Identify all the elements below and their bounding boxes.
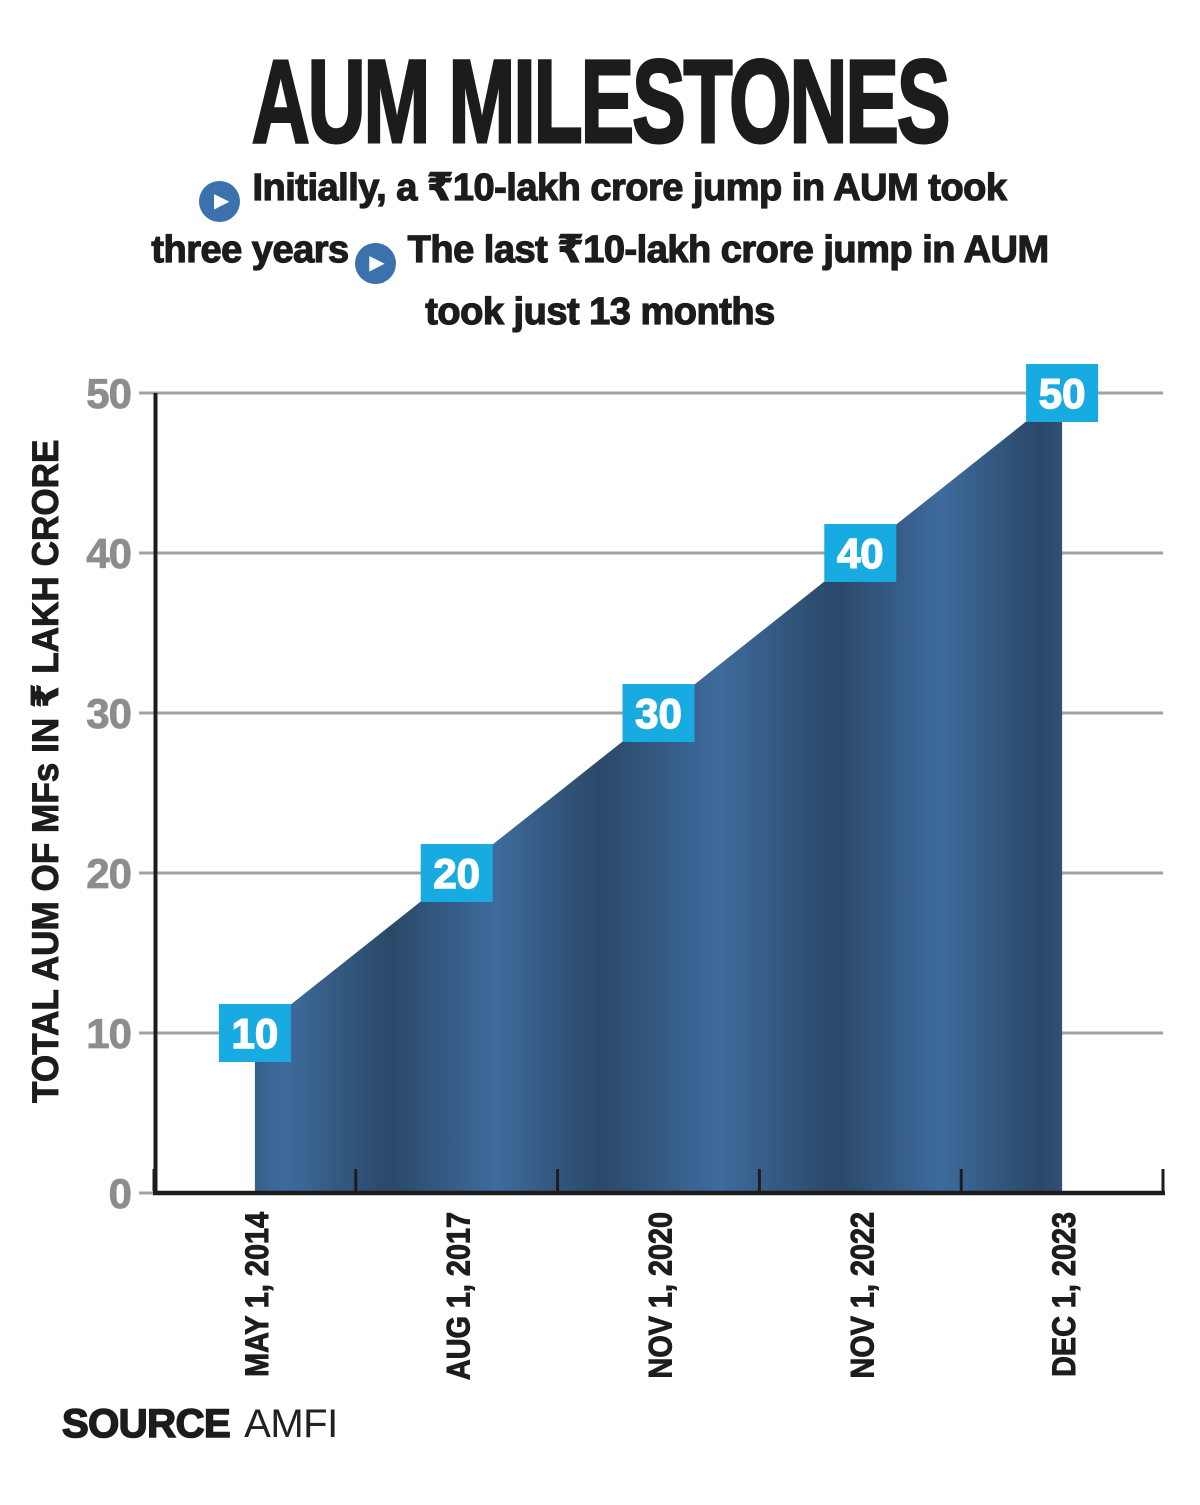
aum-area-series	[254, 393, 1063, 1193]
subtitle-text-1: Initially, a ₹10-lakh crore jump in AUM …	[252, 166, 1008, 209]
milestone-value: 40	[837, 530, 884, 577]
y-axis-title: TOTAL AUM OF MFs IN ₹ LAKH CRORE	[24, 440, 66, 1103]
milestone-badge	[824, 524, 897, 582]
milestone-badge	[218, 1004, 291, 1062]
x-tick-label: DEC 1, 2023	[1047, 1212, 1083, 1377]
y-tick-label: 0	[109, 1170, 131, 1217]
y-tick-label: 10	[86, 1010, 131, 1057]
y-tick-label: 40	[86, 530, 131, 577]
x-tick-label: NOV 1, 2022	[845, 1212, 881, 1378]
milestone-value: 10	[232, 1010, 279, 1057]
x-tick-label: NOV 1, 2020	[643, 1212, 679, 1378]
subtitle-text-2a: three years	[151, 228, 350, 271]
play-bullet-icon: ▶	[354, 243, 396, 284]
milestone-value: 30	[635, 690, 682, 737]
source-value: AMFI	[244, 1402, 338, 1446]
subtitle-text-3: took just 13 months	[425, 290, 776, 333]
source-line: SOURCE AMFI	[61, 1401, 338, 1447]
page-title: AUM MILESTONES	[251, 35, 952, 170]
milestone-badge	[420, 844, 493, 902]
subtitle-line-1: ▶ Initially, a ₹10-lakh crore jump in AUM…	[0, 160, 1200, 222]
milestone-badge	[622, 684, 695, 742]
source-label: SOURCE	[61, 1401, 231, 1447]
x-tick-label: AUG 1, 2017	[441, 1212, 477, 1380]
y-tick-label: 50	[86, 370, 131, 417]
y-tick-label: 20	[86, 850, 131, 897]
milestone-value: 20	[433, 850, 480, 897]
subtitle-line-2: three years ▶ The last ₹10-lakh crore jump…	[0, 222, 1200, 284]
chart-subtitle: ▶ Initially, a ₹10-lakh crore jump in AUM…	[0, 160, 1200, 341]
y-tick-label: 30	[86, 690, 131, 737]
milestone-badge	[1026, 364, 1099, 422]
subtitle-line-3: took just 13 months	[0, 284, 1200, 341]
subtitle-text-2b: The last ₹10-lakh crore jump in AUM	[407, 228, 1050, 271]
milestone-value: 50	[1039, 370, 1086, 417]
x-tick-label: MAY 1, 2014	[240, 1212, 276, 1377]
play-bullet-icon: ▶	[199, 181, 241, 222]
